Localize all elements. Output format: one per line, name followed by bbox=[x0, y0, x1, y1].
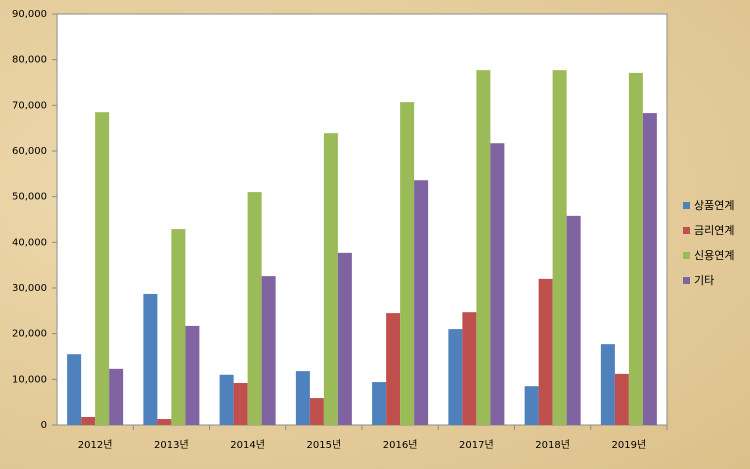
x-tick-label: 2018년 bbox=[535, 439, 570, 451]
bar bbox=[109, 368, 124, 425]
bar bbox=[337, 252, 352, 425]
bar bbox=[171, 229, 186, 425]
x-tick-label: 2012년 bbox=[78, 439, 113, 451]
legend-label: 상품연계 bbox=[694, 199, 734, 212]
bar bbox=[400, 102, 415, 426]
y-tick-label: 50,000 bbox=[12, 192, 47, 203]
x-tick-label: 2016년 bbox=[383, 439, 418, 451]
bar bbox=[143, 293, 158, 425]
bar bbox=[323, 133, 338, 425]
bar bbox=[386, 313, 401, 425]
legend-label: 기타 bbox=[694, 274, 714, 287]
y-tick-label: 90,000 bbox=[12, 9, 47, 20]
y-tick-label: 10,000 bbox=[12, 374, 47, 385]
bar bbox=[538, 278, 553, 425]
bar bbox=[552, 70, 567, 426]
y-tick-label: 80,000 bbox=[12, 55, 47, 66]
legend-label: 금리연계 bbox=[694, 224, 734, 237]
bar bbox=[233, 382, 248, 425]
bar bbox=[247, 192, 262, 425]
y-tick-label: 40,000 bbox=[12, 237, 47, 248]
bar bbox=[600, 344, 615, 425]
bar bbox=[261, 276, 276, 425]
legend-label: 신용연계 bbox=[694, 249, 734, 262]
y-tick-label: 60,000 bbox=[12, 146, 47, 157]
y-tick-label: 70,000 bbox=[12, 100, 47, 111]
bar bbox=[490, 143, 505, 425]
bar bbox=[309, 398, 324, 425]
bar bbox=[95, 112, 110, 425]
bar bbox=[372, 382, 387, 425]
bar bbox=[642, 113, 657, 425]
x-tick-label: 2017년 bbox=[459, 439, 494, 451]
bar bbox=[628, 72, 643, 425]
x-tick-label: 2014년 bbox=[230, 439, 265, 451]
bar bbox=[219, 374, 234, 425]
bar bbox=[448, 329, 463, 425]
bar bbox=[414, 180, 429, 425]
legend-swatch bbox=[683, 227, 690, 234]
bar bbox=[462, 312, 477, 425]
legend-swatch bbox=[683, 202, 690, 209]
y-tick-label: 0 bbox=[41, 420, 47, 431]
bar bbox=[566, 215, 581, 425]
x-tick-label: 2015년 bbox=[307, 439, 342, 451]
x-tick-label: 2019년 bbox=[612, 439, 647, 451]
bar bbox=[157, 419, 172, 425]
bar bbox=[295, 371, 310, 425]
bar bbox=[524, 386, 539, 425]
legend-swatch bbox=[683, 252, 690, 259]
bar bbox=[185, 325, 200, 425]
y-tick-label: 20,000 bbox=[12, 329, 47, 340]
y-tick-label: 30,000 bbox=[12, 283, 47, 294]
legend-swatch bbox=[683, 277, 690, 284]
bar bbox=[476, 70, 491, 426]
bar bbox=[67, 354, 82, 425]
bar bbox=[81, 417, 96, 425]
bar bbox=[614, 373, 629, 425]
x-tick-label: 2013년 bbox=[154, 439, 189, 451]
